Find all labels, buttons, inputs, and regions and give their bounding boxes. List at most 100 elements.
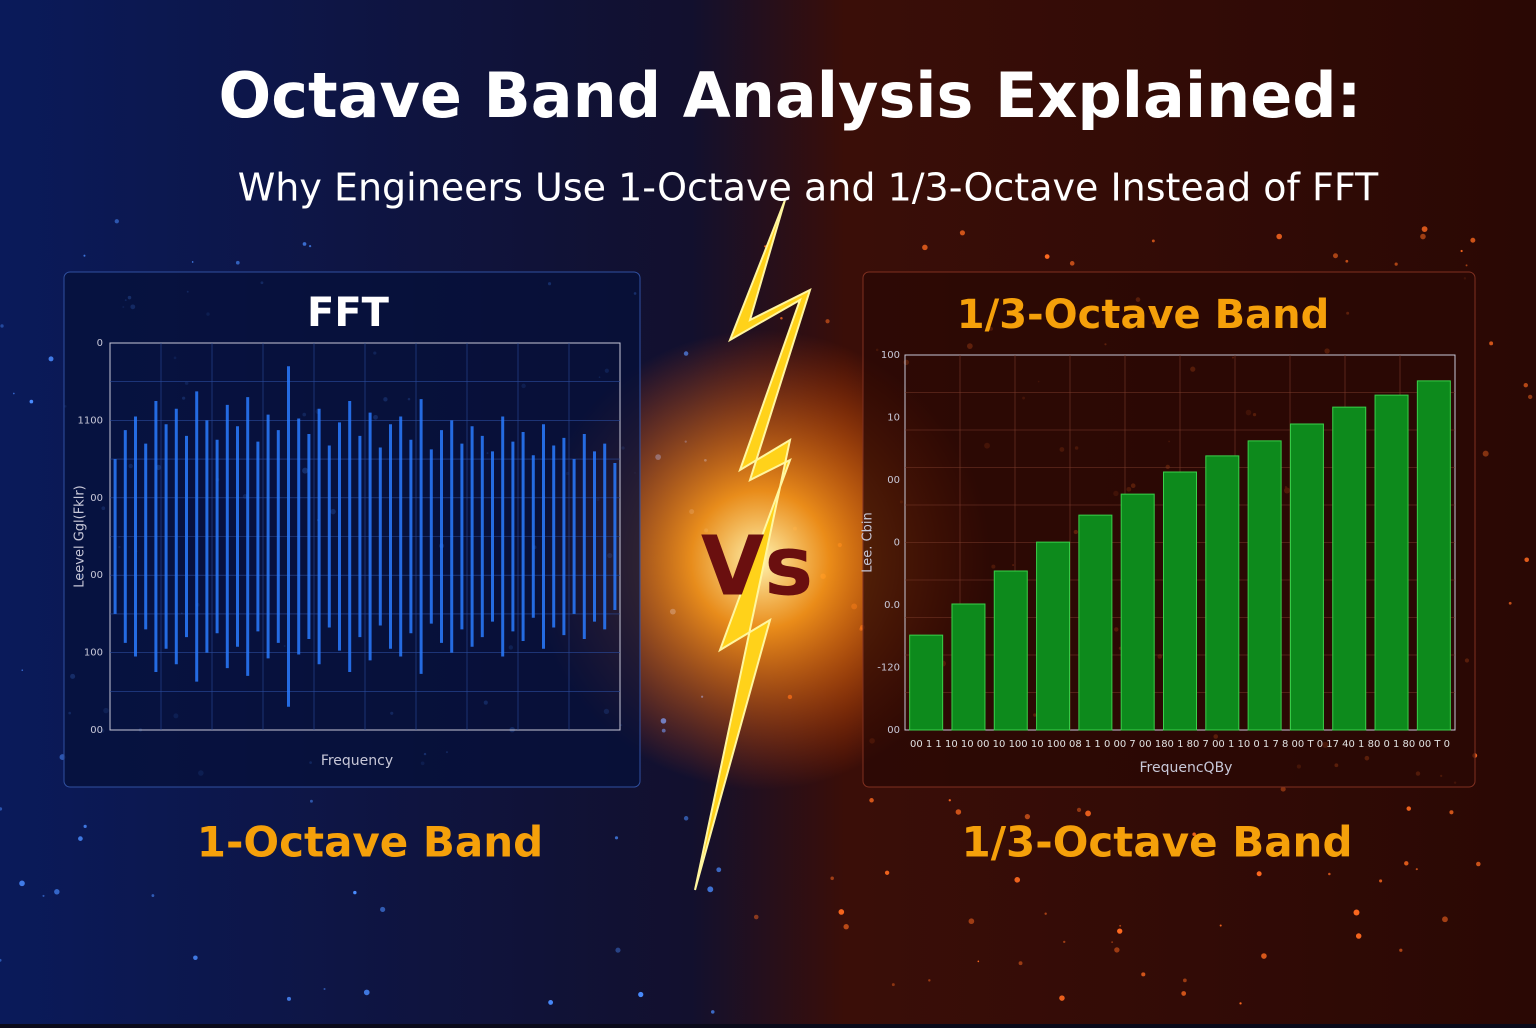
star [1465, 264, 1468, 267]
fft-panel [63, 271, 641, 788]
y-tick-label: 00 [90, 725, 103, 736]
star [1476, 861, 1481, 867]
y-tick-label: 00 [90, 493, 103, 504]
star [1420, 233, 1426, 240]
star [1078, 838, 1082, 842]
star [0, 324, 4, 328]
star [1345, 259, 1349, 263]
star [1063, 940, 1066, 944]
star [54, 889, 60, 895]
star [614, 836, 619, 840]
star [843, 924, 849, 930]
star [716, 867, 722, 873]
vs: Vs [701, 519, 813, 614]
star [363, 989, 370, 996]
star [959, 230, 966, 236]
y-tick-label: 100 [881, 350, 900, 361]
star [29, 399, 34, 404]
star [1069, 261, 1075, 266]
bar [993, 570, 1028, 731]
star [286, 996, 292, 1001]
star [1117, 928, 1123, 934]
star [83, 824, 87, 828]
star [114, 219, 119, 224]
title: Octave Band Analysis Explained: [219, 59, 1362, 132]
star [1141, 972, 1146, 977]
star [1018, 961, 1023, 966]
star [1353, 909, 1360, 916]
star [1470, 237, 1476, 243]
star [1276, 233, 1283, 240]
star [1044, 254, 1050, 259]
star [1449, 810, 1454, 815]
star [1114, 947, 1120, 953]
star [78, 836, 83, 841]
panel-caption: 1/3-Octave Band [961, 818, 1352, 867]
bar [909, 634, 944, 731]
star [0, 958, 2, 962]
bar [1120, 493, 1155, 731]
star [83, 254, 86, 257]
panel-caption: 1-Octave Band [197, 818, 543, 867]
bar [1247, 440, 1282, 731]
star [309, 799, 313, 803]
y-axis-label: Leevel Ggl(Fklr) [73, 485, 88, 588]
star [353, 890, 357, 895]
bar [1332, 406, 1367, 731]
star [1014, 877, 1021, 883]
star [1406, 806, 1412, 811]
star [48, 356, 54, 362]
star [0, 807, 3, 811]
star [1415, 868, 1418, 871]
y-tick-label: 100 [84, 648, 103, 659]
star [869, 798, 874, 803]
star [1111, 941, 1114, 944]
x-axis-label: Frequency [321, 753, 393, 769]
star [191, 261, 194, 263]
star [968, 918, 975, 925]
star [1523, 382, 1528, 388]
star [1151, 239, 1155, 243]
star [1379, 879, 1383, 883]
star [1355, 933, 1362, 939]
star [235, 260, 240, 265]
star [891, 983, 895, 987]
y-tick-label: 00 [90, 570, 103, 581]
star [1239, 1002, 1242, 1005]
star [753, 914, 759, 920]
star [838, 909, 845, 915]
star [1261, 953, 1267, 959]
star [825, 319, 830, 324]
star [151, 894, 155, 897]
star [1482, 450, 1489, 457]
star [1489, 341, 1494, 346]
star [1460, 249, 1463, 253]
y-tick-label: 00 [887, 725, 900, 736]
bar [1163, 471, 1197, 731]
star [1076, 807, 1082, 812]
star [1181, 991, 1187, 996]
star [884, 870, 890, 875]
star [1119, 924, 1122, 927]
star [830, 876, 834, 881]
star [683, 816, 689, 821]
star [19, 880, 25, 887]
star [780, 316, 783, 320]
y-tick-label: 0 [97, 338, 103, 349]
star [977, 960, 980, 963]
star [707, 886, 714, 893]
panel-title: FFT [307, 290, 390, 336]
star [21, 669, 24, 672]
bar [1289, 423, 1324, 731]
x-tick-labels: 00 1 1 10 10 00 10 100 10 100 08 1 1 0 0… [910, 739, 1450, 750]
panel-title: 1/3-Octave Band [957, 292, 1329, 338]
star [323, 987, 326, 991]
star [955, 809, 962, 815]
star [1527, 394, 1533, 400]
bar [1078, 514, 1113, 731]
star [380, 906, 386, 913]
star [948, 799, 951, 802]
bar [951, 603, 986, 731]
star [1024, 814, 1031, 820]
